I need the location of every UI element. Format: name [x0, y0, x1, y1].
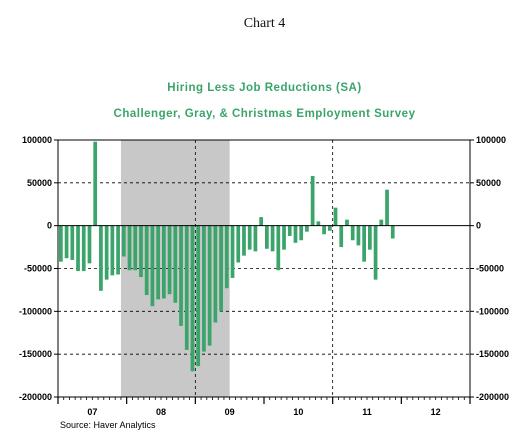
bar: [156, 225, 160, 300]
y-tick-label-right: -200000: [476, 392, 509, 402]
bar: [104, 225, 109, 280]
y-tick-label-right: -50000: [476, 264, 504, 274]
bar: [99, 225, 103, 291]
source-note: Source: Haver Analytics: [60, 420, 156, 430]
y-tick-label-right: -150000: [476, 349, 509, 359]
bar: [333, 207, 338, 226]
bar: [219, 225, 223, 312]
bars-layer: [59, 141, 395, 372]
y-tick-label-left: -200000: [19, 392, 52, 402]
bar: [139, 225, 143, 278]
bar: [121, 225, 126, 257]
chart-title: Hiring Less Job Reductions (SA): [167, 82, 362, 94]
y-tick-label-left: -50000: [24, 264, 52, 274]
bar: [202, 225, 206, 352]
bar: [373, 225, 378, 280]
bar: [270, 225, 275, 252]
bar: [236, 225, 241, 263]
bar: [70, 225, 75, 260]
x-tick-label: 11: [362, 407, 372, 417]
x-tick-label: 08: [156, 407, 166, 417]
bar: [127, 225, 132, 271]
bar: [345, 219, 349, 226]
bar: [190, 225, 195, 372]
bar: [259, 217, 263, 226]
bar: [362, 225, 366, 262]
bar: [322, 225, 326, 235]
bar: [265, 225, 269, 249]
bar: [179, 225, 183, 326]
bar: [316, 221, 321, 226]
y-tick-label-right: 0: [476, 221, 481, 231]
bar: [230, 225, 235, 278]
bar: [213, 225, 218, 323]
bar: [184, 225, 189, 350]
bar: [93, 141, 98, 226]
x-tick-label: 10: [293, 407, 303, 417]
bar: [173, 225, 178, 303]
bar: [293, 225, 298, 243]
bar: [116, 225, 120, 275]
bar: [76, 225, 80, 272]
bar: [110, 225, 115, 276]
x-tick-label: 12: [431, 407, 441, 417]
bar: [150, 225, 155, 307]
bar: [253, 225, 258, 252]
bar: [276, 225, 281, 271]
y-tick-label-right: 100000: [476, 135, 506, 145]
x-tick-label: 09: [225, 407, 235, 417]
tick-labels-layer: 100000 100000 50000 50000 0 0 -50000 -50000 -100…: [19, 135, 509, 417]
bar: [287, 225, 292, 236]
bar: [282, 225, 286, 250]
chart-subtitle: Challenger, Gray, & Christmas Employment…: [113, 108, 416, 120]
y-tick-label-right: 50000: [476, 178, 501, 188]
x-tick-label: 07: [87, 407, 97, 417]
chart-number: Chart 4: [243, 16, 286, 31]
bar: [133, 225, 138, 271]
bar: [379, 219, 384, 226]
y-tick-label-right: -100000: [476, 306, 509, 316]
bar: [224, 225, 229, 289]
bar: [64, 225, 69, 259]
bar: [144, 225, 149, 296]
y-tick-label-left: -100000: [19, 306, 52, 316]
bar: [310, 175, 315, 226]
bar: [162, 225, 166, 299]
bar: [59, 225, 63, 262]
bar: [196, 225, 201, 367]
y-tick-label-left: 50000: [27, 178, 52, 188]
bar: [350, 225, 355, 241]
bar: [247, 225, 252, 250]
bar: [167, 225, 172, 295]
bar: [207, 225, 212, 346]
bar: [390, 225, 395, 239]
bar: [339, 225, 344, 248]
y-tick-label-left: 0: [47, 221, 52, 231]
bar: [242, 225, 246, 256]
bar: [305, 225, 309, 232]
bar: [87, 225, 92, 264]
y-tick-label-left: 100000: [22, 135, 52, 145]
axes-layer: [54, 139, 474, 404]
bar: [327, 225, 332, 231]
bar: [81, 225, 86, 272]
bar: [385, 189, 389, 226]
y-tick-label-left: -150000: [19, 349, 52, 359]
bar: [368, 225, 372, 250]
bar: [356, 225, 361, 246]
bar: [299, 225, 304, 241]
